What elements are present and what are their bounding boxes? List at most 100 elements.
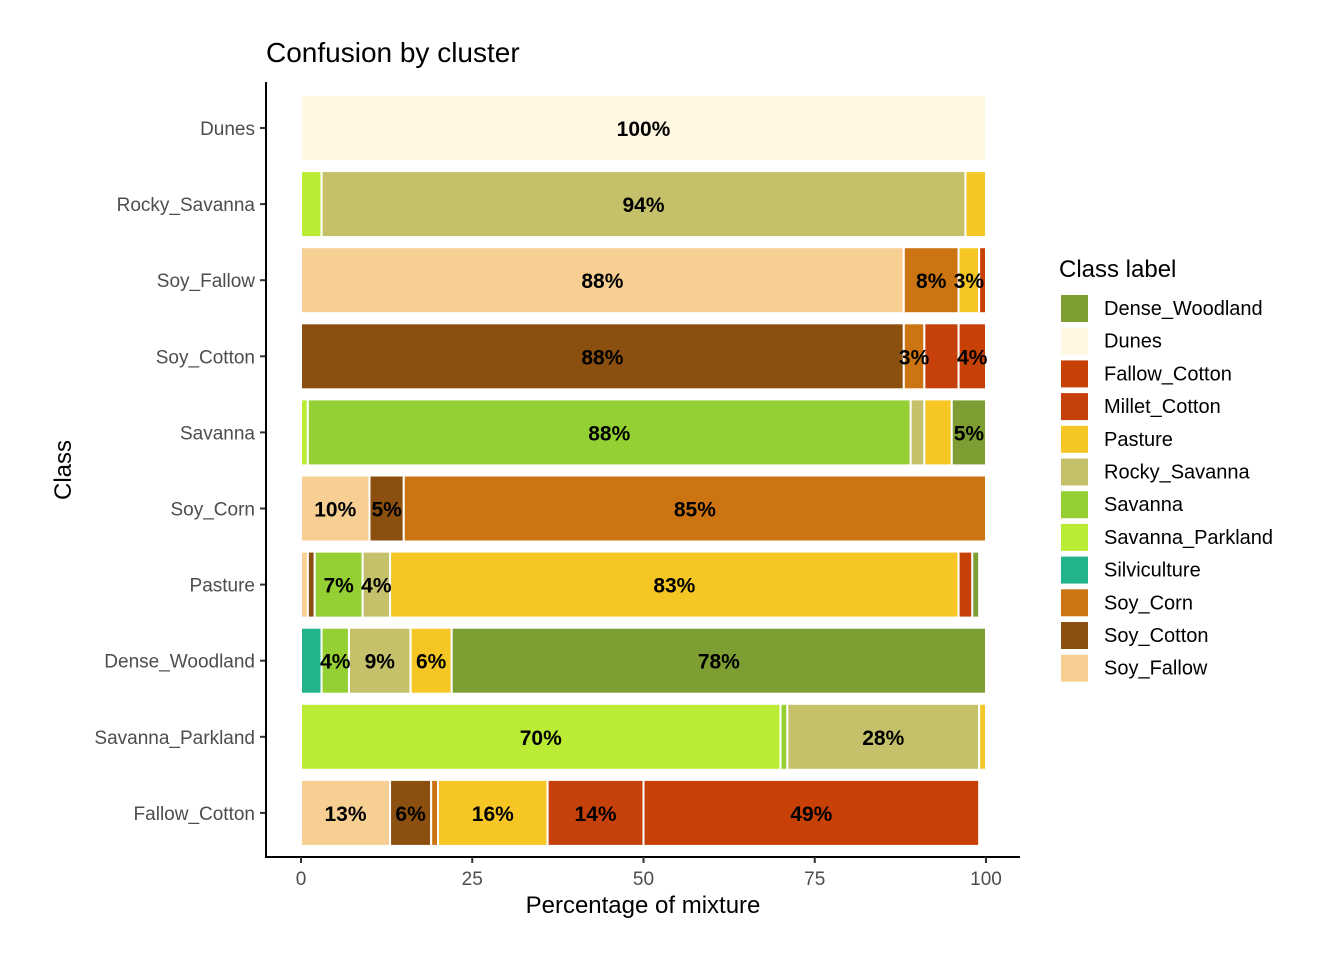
- legend-swatch-millet-cotton: [1061, 393, 1088, 421]
- bar-segment-soy-fallow-fallow-cotton: [978, 246, 988, 315]
- y-tick-label-soy-corn: Soy_Corn: [171, 500, 256, 521]
- data-label-savanna-parkland-savanna-parkland: 70%: [520, 727, 562, 750]
- bar-segment-dense-woodland-silviculture: [300, 626, 323, 695]
- legend-swatch-savanna-parkland: [1061, 523, 1088, 551]
- bar-segment-dense-woodland-dense-woodland: [450, 626, 987, 695]
- bar-segment-savanna-savanna: [306, 398, 912, 467]
- legend-label-dense-woodland: Dense_Woodland: [1104, 298, 1263, 320]
- data-label-fallow-cotton-soy-cotton: 6%: [395, 803, 426, 826]
- bar-segment-savanna-parkland-savanna: [779, 702, 789, 771]
- chart-title: Confusion by cluster: [266, 37, 520, 68]
- bar-segment-soy-corn-soy-cotton: [368, 474, 405, 543]
- legend-label-silviculture: Silviculture: [1104, 560, 1201, 582]
- legend-swatch-savanna: [1061, 491, 1088, 519]
- y-axis-title: Class: [50, 440, 77, 500]
- data-label-dunes-dunes: 100%: [617, 118, 671, 141]
- bar-segment-pasture-soy-fallow: [300, 550, 309, 619]
- legend-swatch-rocky-savanna: [1061, 458, 1088, 486]
- data-label-pasture-savanna: 7%: [323, 575, 354, 598]
- data-labels-layer: 100% 94% 88% 8% 3% 88% 3% 4% 88% 5% 10% 5% 85% 7% 4% 83…: [314, 118, 988, 826]
- bar-segment-soy-cotton-soy-cotton: [300, 322, 905, 391]
- x-tick-label-25: 25: [462, 869, 483, 890]
- data-label-soy-fallow-pasture: 3%: [954, 270, 985, 293]
- data-label-soy-cotton-soy-cotton: 88%: [581, 346, 623, 369]
- data-label-fallow-cotton-soy-fallow: 13%: [325, 803, 367, 826]
- bar-segment-soy-corn-soy-corn: [402, 474, 987, 543]
- legend-swatch-fallow-cotton: [1061, 360, 1088, 388]
- legend-swatch-dunes: [1061, 327, 1088, 355]
- data-label-dense-woodland-pasture: 6%: [416, 651, 447, 674]
- legend-swatch-soy-fallow: [1061, 654, 1088, 682]
- x-axis-title: Percentage of mixture: [526, 892, 761, 919]
- y-tick-label-soy-fallow: Soy_Fallow: [157, 271, 255, 292]
- bar-segment-pasture-savanna: [313, 550, 364, 619]
- bar-segment-pasture-fallow-cotton: [957, 550, 974, 619]
- legend-label-soy-corn: Soy_Corn: [1104, 592, 1193, 614]
- bar-segment-rocky-savanna-savanna-parkland: [300, 170, 323, 239]
- legend-label-pasture: Pasture: [1104, 429, 1173, 451]
- y-tick-label-savanna-parkland: Savanna_Parkland: [94, 728, 255, 749]
- legend-label-rocky-savanna: Rocky_Savanna: [1104, 462, 1251, 484]
- bar-segment-fallow-cotton-fallow-cotton: [642, 778, 981, 847]
- bars-layer: [300, 94, 988, 847]
- data-label-pasture-pasture: 83%: [653, 575, 695, 598]
- data-label-soy-corn-soy-corn: 85%: [674, 499, 716, 522]
- y-tick-label-dense-woodland: Dense_Woodland: [104, 652, 255, 673]
- legend-swatch-pasture: [1061, 425, 1088, 453]
- bar-segment-savanna-savanna-parkland: [300, 398, 309, 467]
- bar-segment-soy-fallow-soy-corn: [902, 246, 960, 315]
- bar-segment-savanna-parkland-rocky-savanna: [786, 702, 981, 771]
- data-label-soy-corn-soy-fallow: 10%: [314, 499, 356, 522]
- x-tick-label-75: 75: [804, 869, 825, 890]
- data-label-soy-cotton-fallow-cotton: 4%: [957, 346, 988, 369]
- data-label-soy-fallow-soy-corn: 8%: [916, 270, 947, 293]
- y-tick-label-pasture: Pasture: [190, 576, 255, 597]
- legend-swatch-silviculture: [1061, 556, 1088, 584]
- x-tick-label-0: 0: [296, 869, 307, 890]
- legend: Class label Dense_Woodland Dunes Fallow_Cot…: [1059, 256, 1273, 682]
- data-label-soy-fallow-soy-fallow: 88%: [581, 270, 623, 293]
- data-label-rocky-savanna-rocky-savanna: 94%: [622, 194, 664, 217]
- data-label-dense-woodland-dense-woodland: 78%: [698, 651, 740, 674]
- legend-label-soy-fallow: Soy_Fallow: [1104, 658, 1208, 680]
- legend-label-savanna-parkland: Savanna_Parkland: [1104, 527, 1273, 549]
- bar-segment-savanna-parkland-pasture: [978, 702, 988, 771]
- legend-label-soy-cotton: Soy_Cotton: [1104, 625, 1209, 647]
- bar-segment-savanna-dense-woodland: [950, 398, 987, 467]
- bar-segment-pasture-dense-woodland: [971, 550, 981, 619]
- bar-segment-soy-corn-soy-fallow: [300, 474, 371, 543]
- data-label-soy-cotton-soy-corn: 3%: [899, 346, 930, 369]
- bar-segment-soy-cotton-fallow-cotton: [957, 322, 987, 391]
- bar-segment-savanna-pasture: [923, 398, 953, 467]
- bar-segment-pasture-rocky-savanna: [361, 550, 392, 619]
- data-label-savanna-parkland-rocky-savanna: 28%: [862, 727, 904, 750]
- x-tick-label-100: 100: [970, 869, 1002, 890]
- bar-segment-pasture-pasture: [389, 550, 960, 619]
- legend-swatch-dense-woodland: [1061, 295, 1088, 322]
- data-label-pasture-rocky-savanna: 4%: [361, 575, 392, 598]
- data-label-dense-woodland-rocky-savanna: 9%: [365, 651, 396, 674]
- bar-segment-fallow-cotton-soy-cotton: [389, 778, 433, 847]
- data-label-fallow-cotton-fallow-cotton: 49%: [790, 803, 832, 826]
- data-label-savanna-savanna: 88%: [588, 422, 630, 445]
- y-tick-label-dunes: Dunes: [200, 119, 255, 140]
- bar-segment-fallow-cotton-soy-corn: [430, 778, 439, 847]
- bar-segment-pasture-soy-cotton: [306, 550, 316, 619]
- axes-layer: Dunes Rocky_Savanna Soy_Fallow Soy_Cotton Sa…: [94, 82, 1020, 890]
- legend-label-fallow-cotton: Fallow_Cotton: [1104, 363, 1232, 385]
- y-tick-label-soy-cotton: Soy_Cotton: [156, 347, 255, 368]
- legend-label-savanna: Savanna: [1104, 494, 1184, 516]
- legend-label-millet-cotton: Millet_Cotton: [1104, 396, 1221, 418]
- bar-segment-dunes-dunes: [300, 94, 987, 162]
- data-label-fallow-cotton-millet-cotton: 14%: [575, 803, 617, 826]
- x-tick-label-50: 50: [633, 869, 654, 890]
- y-tick-label-savanna: Savanna: [180, 423, 255, 444]
- y-tick-label-rocky-savanna: Rocky_Savanna: [117, 195, 256, 216]
- bar-segment-dense-woodland-rocky-savanna: [347, 626, 412, 695]
- data-label-fallow-cotton-pasture: 16%: [472, 803, 514, 826]
- data-label-soy-corn-soy-cotton: 5%: [371, 499, 402, 522]
- legend-title: Class label: [1059, 256, 1176, 283]
- bar-segment-rocky-savanna-pasture: [964, 170, 988, 239]
- bar-segment-savanna-rocky-savanna: [909, 398, 926, 467]
